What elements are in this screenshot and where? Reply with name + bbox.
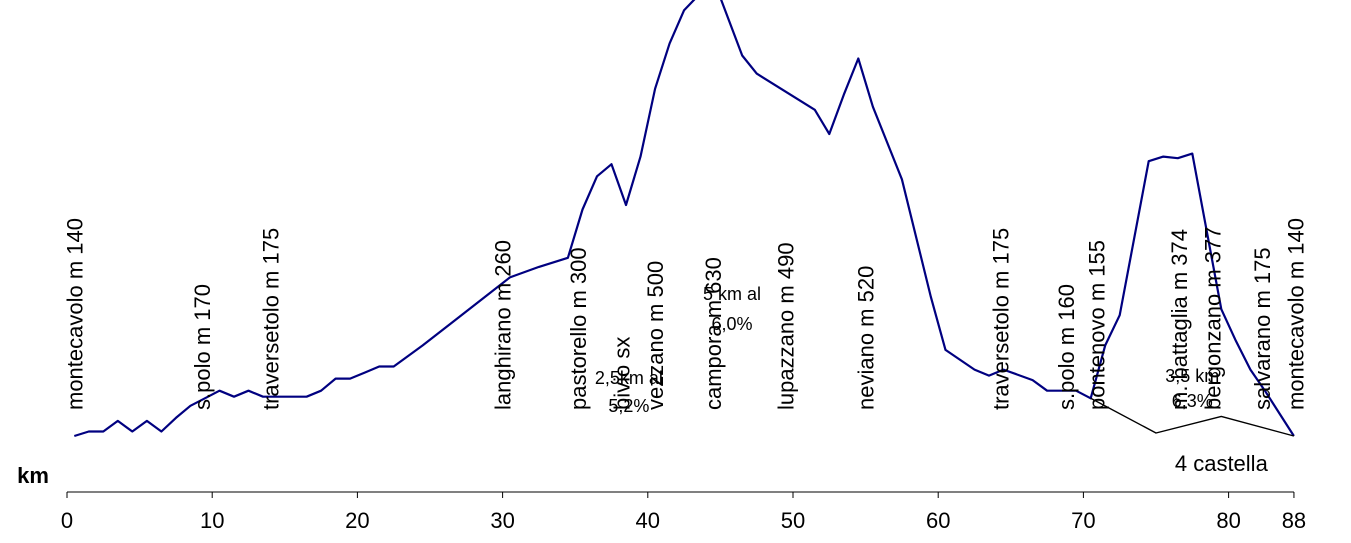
place-label: pontenovo m 155 bbox=[1084, 240, 1109, 410]
x-tick-label: 88 bbox=[1282, 508, 1306, 533]
place-label: vezzano m 500 bbox=[643, 261, 668, 410]
x-tick-label: 70 bbox=[1071, 508, 1095, 533]
route-series bbox=[73, 0, 1295, 438]
place-label: s.polo m 170 bbox=[190, 284, 215, 410]
variant-route-line bbox=[1090, 397, 1295, 437]
x-tick-label: 30 bbox=[490, 508, 514, 533]
place-label: m. battaglia m 374 bbox=[1167, 229, 1192, 410]
place-label: traversetolo m 175 bbox=[989, 228, 1014, 410]
place-label: bivio sx bbox=[610, 337, 635, 410]
annotation-text: 6,0% bbox=[712, 314, 753, 334]
main-route-line bbox=[73, 0, 1295, 438]
annotation-text: 3,5 km bbox=[1165, 366, 1219, 386]
annotation-text: 6,3% bbox=[1172, 391, 1213, 411]
place-label: langhirano m 260 bbox=[491, 240, 516, 410]
annotation-text: 5,2% bbox=[608, 396, 649, 416]
place-label: bergonzano m 377 bbox=[1201, 227, 1226, 410]
place-label: montecavolo m 140 bbox=[1283, 218, 1308, 410]
place-label: salvarano m 175 bbox=[1250, 247, 1275, 410]
place-label: campora m 630 bbox=[701, 257, 726, 410]
x-tick-label: 50 bbox=[781, 508, 805, 533]
x-tick-label: 40 bbox=[636, 508, 660, 533]
place-label: lupazzano m 490 bbox=[774, 242, 799, 410]
x-tick-label: 20 bbox=[345, 508, 369, 533]
x-tick-label: 0 bbox=[61, 508, 73, 533]
place-labels: montecavolo m 140 s.polo m 170 traversetol… bbox=[62, 218, 1308, 410]
annotation-text: 2,5km al bbox=[595, 368, 663, 388]
x-tick-label: 60 bbox=[926, 508, 950, 533]
x-axis-title: km bbox=[17, 463, 49, 488]
x-axis: 0 10 20 30 40 50 60 70 80 88 km bbox=[17, 463, 1306, 533]
place-label: montecavolo m 140 bbox=[62, 218, 87, 410]
place-label: s.polo m 160 bbox=[1054, 284, 1079, 410]
x-tick-label: 80 bbox=[1216, 508, 1240, 533]
annotation-text: 4 castella bbox=[1175, 451, 1269, 476]
place-label: traversetolo m 175 bbox=[258, 228, 283, 410]
segment-annotations: 2,5km al 5,2% 5 km al 6,0% 3,5 km 6,3% 4 caste… bbox=[595, 284, 1269, 476]
place-label: pastorello m 300 bbox=[566, 247, 591, 410]
annotation-text: 5 km al bbox=[703, 284, 761, 304]
x-tick-label: 10 bbox=[200, 508, 224, 533]
place-label: neviano m 520 bbox=[854, 266, 879, 410]
